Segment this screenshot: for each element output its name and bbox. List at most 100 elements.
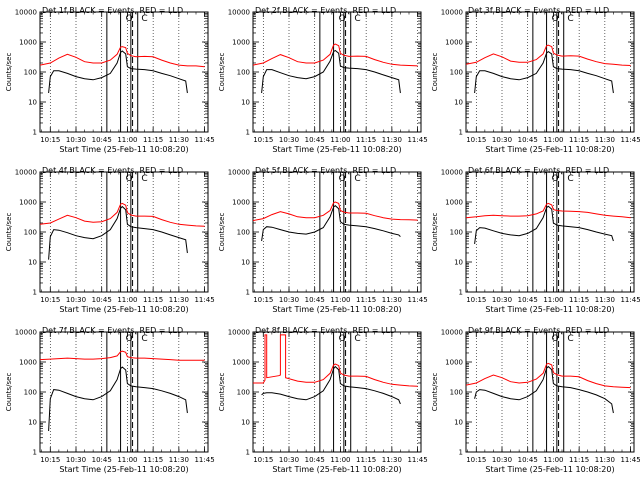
y-tick-label-3: 100 bbox=[450, 389, 463, 397]
x-tick-label-3: 10:45 bbox=[92, 296, 112, 304]
x-tick-label-1: 10:15 bbox=[40, 136, 60, 144]
x-tick-label-6: 11:30 bbox=[382, 136, 402, 144]
y-tick-label-3: 100 bbox=[450, 69, 463, 77]
y-tick-label-1: 1 bbox=[459, 129, 463, 137]
x-axis-label: Start Time (25-Feb-11 10:08:20) bbox=[272, 465, 401, 474]
x-tick-label-1: 10:15 bbox=[466, 296, 486, 304]
x-tick-label-1: 10:15 bbox=[253, 136, 273, 144]
y-tick-label-5: 10000 bbox=[228, 329, 250, 337]
x-tick-label-1: 10:15 bbox=[253, 456, 273, 464]
x-tick-label-6: 11:30 bbox=[169, 456, 189, 464]
y-tick-label-4: 1000 bbox=[19, 359, 37, 367]
x-tick-label-6: 11:30 bbox=[382, 456, 402, 464]
y-tick-label-2: 10 bbox=[28, 99, 37, 107]
y-tick-label-1: 1 bbox=[33, 289, 37, 297]
y-axis-label: Counts/sec bbox=[431, 373, 439, 412]
y-tick-label-3: 100 bbox=[450, 229, 463, 237]
series-red-lld bbox=[40, 350, 205, 361]
x-tick-label-1: 10:15 bbox=[466, 456, 486, 464]
y-tick-label-4: 1000 bbox=[19, 39, 37, 47]
marker-o: O bbox=[552, 174, 559, 184]
marker-c: C bbox=[567, 14, 573, 24]
y-axis-label: Counts/sec bbox=[431, 213, 439, 252]
y-axis-label: Counts/sec bbox=[5, 53, 13, 92]
x-tick-label-4: 11:00 bbox=[543, 296, 563, 304]
x-tick-label-3: 10:45 bbox=[305, 296, 325, 304]
series-black-events bbox=[48, 366, 188, 432]
x-tick-label-7: 11:45 bbox=[620, 136, 640, 144]
x-tick-label-2: 10:30 bbox=[279, 456, 299, 464]
x-tick-label-3: 10:45 bbox=[92, 136, 112, 144]
x-tick-label-4: 11:00 bbox=[330, 136, 350, 144]
x-tick-label-3: 10:45 bbox=[92, 456, 112, 464]
y-tick-label-5: 10000 bbox=[15, 169, 37, 177]
x-axis-label: Start Time (25-Feb-11 10:08:20) bbox=[272, 145, 401, 154]
x-tick-label-2: 10:30 bbox=[492, 296, 512, 304]
x-axis-label: Start Time (25-Feb-11 10:08:20) bbox=[59, 305, 188, 314]
x-tick-label-4: 11:00 bbox=[117, 296, 137, 304]
x-tick-label-2: 10:30 bbox=[492, 456, 512, 464]
series-red-lld bbox=[253, 43, 418, 67]
y-axis-label: Counts/sec bbox=[218, 53, 226, 92]
series-black-events bbox=[261, 205, 401, 242]
y-tick-label-4: 1000 bbox=[445, 39, 463, 47]
series-red-lld bbox=[253, 201, 418, 222]
x-tick-label-5: 11:15 bbox=[143, 456, 163, 464]
marker-c: C bbox=[141, 334, 147, 344]
panel-1: 1 10 100 1000 10000 10:15 10:30 10:45 11:00 11:15… bbox=[5, 6, 215, 154]
y-tick-label-2: 10 bbox=[241, 259, 250, 267]
panel-title: Det 5f BLACK = Events, RED = LLD bbox=[255, 166, 396, 175]
x-axis-label: Start Time (25-Feb-11 10:08:20) bbox=[485, 145, 614, 154]
marker-o: O bbox=[126, 174, 133, 184]
x-tick-label-7: 11:45 bbox=[407, 296, 427, 304]
plot-frame bbox=[465, 11, 635, 133]
x-axis-label: Start Time (25-Feb-11 10:08:20) bbox=[485, 305, 614, 314]
marker-c: C bbox=[354, 14, 360, 24]
x-tick-label-7: 11:45 bbox=[194, 456, 214, 464]
x-tick-label-7: 11:45 bbox=[194, 136, 214, 144]
marker-o: O bbox=[339, 174, 346, 184]
y-tick-label-2: 10 bbox=[454, 259, 463, 267]
x-tick-label-6: 11:30 bbox=[595, 136, 615, 144]
y-tick-label-3: 100 bbox=[24, 69, 37, 77]
x-tick-label-3: 10:45 bbox=[518, 296, 538, 304]
panel-3: 1 10 100 1000 10000 10:15 10:30 10:45 11:00 11:15… bbox=[431, 6, 640, 154]
y-tick-label-3: 100 bbox=[237, 229, 250, 237]
panel-title: Det 9f BLACK = Events, RED = LLD bbox=[468, 326, 609, 335]
series-red-lld bbox=[40, 202, 205, 227]
y-tick-label-4: 1000 bbox=[445, 359, 463, 367]
x-tick-label-5: 11:15 bbox=[569, 456, 589, 464]
x-tick-label-7: 11:45 bbox=[194, 296, 214, 304]
x-tick-label-6: 11:30 bbox=[169, 296, 189, 304]
series-black-events bbox=[48, 205, 188, 260]
panel-title: Det 2f BLACK = Events, RED = LLD bbox=[255, 6, 396, 15]
x-tick-label-4: 11:00 bbox=[330, 456, 350, 464]
marker-c: C bbox=[567, 174, 573, 184]
x-tick-label-5: 11:15 bbox=[143, 296, 163, 304]
x-tick-label-5: 11:15 bbox=[143, 136, 163, 144]
panel-7: 1 10 100 1000 10000 10:15 10:30 10:45 11:00 11:15… bbox=[5, 326, 215, 474]
y-tick-label-1: 1 bbox=[246, 449, 250, 457]
plot-frame bbox=[252, 331, 422, 453]
y-axis-label: Counts/sec bbox=[5, 213, 13, 252]
x-tick-label-5: 11:15 bbox=[356, 456, 376, 464]
y-tick-label-5: 10000 bbox=[228, 9, 250, 17]
marker-c: C bbox=[567, 334, 573, 344]
plot-frame bbox=[465, 171, 635, 293]
y-axis-label: Counts/sec bbox=[218, 213, 226, 252]
y-tick-label-5: 10000 bbox=[441, 9, 463, 17]
panel-title: Det 1f BLACK = Events, RED = LLD bbox=[42, 6, 183, 15]
panel-title: Det 3f BLACK = Events, RED = LLD bbox=[468, 6, 609, 15]
x-tick-label-1: 10:15 bbox=[253, 296, 273, 304]
panel-8: 1 10 100 1000 10000 10:15 10:30 10:45 11:00 11:15… bbox=[218, 326, 428, 474]
x-axis-label: Start Time (25-Feb-11 10:08:20) bbox=[272, 305, 401, 314]
x-tick-label-2: 10:30 bbox=[66, 296, 86, 304]
series-red-lld bbox=[466, 362, 631, 389]
x-tick-label-6: 11:30 bbox=[169, 136, 189, 144]
series-black-events bbox=[261, 49, 401, 94]
y-tick-label-1: 1 bbox=[459, 289, 463, 297]
y-tick-label-2: 10 bbox=[454, 99, 463, 107]
series-black-events bbox=[474, 205, 614, 244]
panel-title: Det 8f BLACK = Events, RED = LLD bbox=[255, 326, 396, 335]
marker-c: C bbox=[141, 14, 147, 24]
